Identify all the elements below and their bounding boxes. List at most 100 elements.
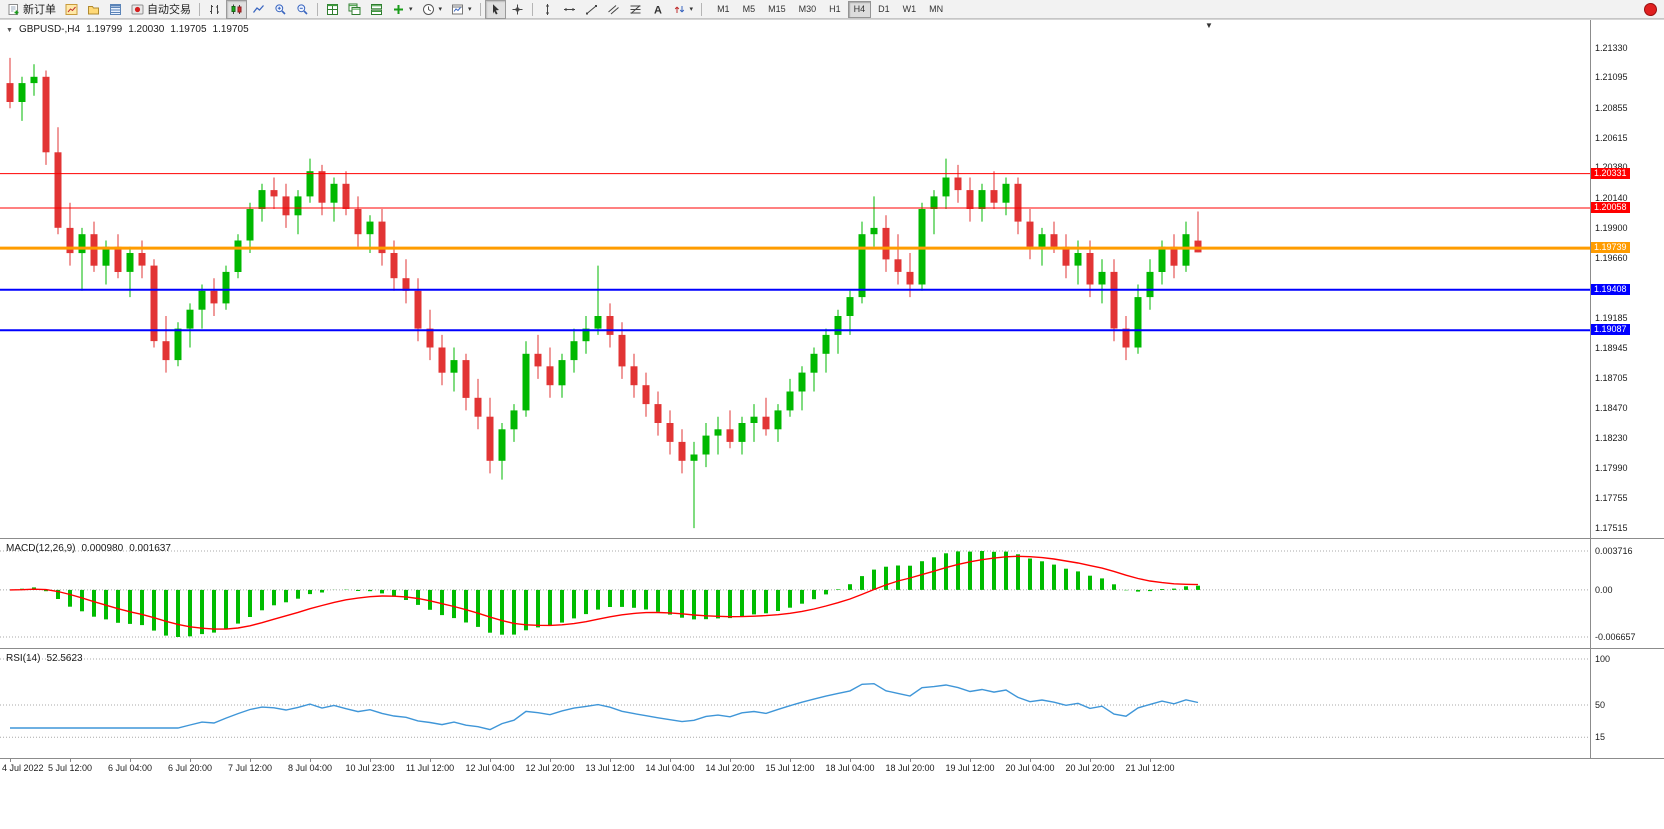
price-axis[interactable]: 1.21330 1.21095 1.20855 1.20615 1.20380 1.201… (1590, 20, 1664, 538)
time-axis-label: 20 Jul 20:00 (1065, 763, 1115, 773)
zoom-in-button[interactable] (270, 0, 291, 19)
channel-icon (607, 4, 619, 14)
rsi-panel: RSI(14) 52.5623 100 50 15 (0, 648, 1664, 758)
trendline-button[interactable] (581, 0, 602, 19)
time-axis-label: 15 Jul 12:00 (765, 763, 815, 773)
price-axis-label: 1.17990 (1595, 463, 1628, 474)
timeframe-button-m15[interactable]: M15 (768, 3, 786, 14)
zoom-out-button[interactable] (292, 0, 313, 19)
price-axis-label: 1.18945 (1595, 343, 1628, 354)
channel-button[interactable] (603, 0, 624, 19)
horizontal-line-button[interactable] (559, 0, 580, 19)
indicators-icon (394, 4, 403, 14)
time-tick (490, 759, 491, 762)
time-tick (10, 759, 11, 762)
timeframe-button-m1[interactable]: M1 (717, 3, 730, 14)
time-axis-label: 12 Jul 20:00 (525, 763, 575, 773)
rsi-axis-label: 15 (1595, 732, 1606, 743)
time-axis-label: 19 Jul 12:00 (945, 763, 995, 773)
time-axis[interactable]: 4 Jul 2022 5 Jul 12:00 6 Jul 04:00 6 Jul 20… (0, 758, 1664, 776)
cursor-icon (492, 3, 499, 15)
candlestick-chart[interactable] (0, 20, 1590, 539)
vertical-line-button[interactable] (537, 0, 558, 19)
time-axis-label: 12 Jul 04:00 (465, 763, 515, 773)
price-axis-label: 1.20380 (1595, 162, 1628, 172)
periods-button[interactable] (418, 0, 447, 19)
line-chart-icon (252, 4, 264, 13)
crosshair-button[interactable] (507, 0, 528, 19)
templates-button[interactable] (447, 0, 476, 19)
time-axis-label: 13 Jul 12:00 (585, 763, 635, 773)
timeframe-button-w1[interactable]: W1 (902, 3, 917, 14)
time-tick (1090, 759, 1091, 762)
timeframe-button-mn[interactable]: MN (929, 3, 944, 14)
price-axis-label: 1.18230 (1595, 433, 1628, 444)
autotrading-label: 自动交易 (147, 4, 191, 16)
macd-axis-label: 0.00 (1595, 584, 1613, 595)
chart-low: 1.19705 (170, 24, 207, 35)
crosshair-icon (512, 4, 523, 14)
price-axis-label: 1.19900 (1595, 222, 1628, 233)
autotrading-button[interactable]: 自动交易 (127, 0, 195, 19)
cascade-windows-button[interactable] (344, 0, 365, 19)
time-axis-label: 5 Jul 12:00 (47, 763, 93, 773)
chart-window-icon (65, 3, 78, 15)
line-chart-button[interactable] (248, 0, 269, 19)
macd-axis-label: 0.003716 (1595, 546, 1633, 556)
chart-shift-marker[interactable] (1205, 21, 1213, 30)
price-axis-label: 1.19660 (1595, 253, 1628, 264)
arrows-button[interactable] (669, 0, 698, 19)
new-order-icon (8, 3, 19, 15)
indicators-button[interactable] (388, 0, 417, 19)
bar-chart-button[interactable] (204, 0, 225, 19)
cursor-button[interactable] (484, 0, 506, 19)
chart-open: 1.19799 (86, 24, 123, 35)
price-axis-label: 1.17755 (1595, 492, 1628, 503)
arrange-windows-button[interactable] (366, 0, 387, 19)
time-axis-label: 8 Jul 04:00 (287, 763, 333, 773)
one-click-trading-toggle[interactable] (6, 24, 13, 35)
price-axis-label: 1.18470 (1595, 402, 1628, 413)
timeframe-button-h1[interactable]: H1 (829, 3, 841, 14)
time-tick (190, 759, 191, 762)
time-axis-label: 18 Jul 04:00 (825, 763, 875, 773)
time-tick (610, 759, 611, 762)
bar-chart-icon (210, 4, 219, 14)
time-tick (370, 759, 371, 762)
hline-price-tag: 1.20058 (1591, 201, 1630, 213)
timeframe-button-m5[interactable]: M5 (742, 3, 756, 14)
main-toolbar: 新订单 自动交易 A M1 M5 M15 M30 H1 H4 D1 W1 MN (0, 0, 1664, 19)
notification-badge[interactable] (1644, 2, 1657, 16)
timeframe-button-h4[interactable]: H4 (847, 0, 872, 18)
text-button[interactable]: A (647, 0, 668, 19)
market-watch-button[interactable] (105, 0, 126, 19)
time-axis-label: 7 Jul 12:00 (227, 763, 273, 773)
profiles-button[interactable] (83, 0, 104, 19)
rsi-axis[interactable]: 100 50 15 (1590, 649, 1664, 758)
time-tick (250, 759, 251, 762)
macd-axis[interactable]: 0.003716 0.00 -0.006657 (1590, 539, 1664, 648)
timeframe-button-m30[interactable]: M30 (798, 3, 817, 14)
hline-price-tag: 1.19739 (1591, 242, 1630, 254)
tile-windows-icon (327, 3, 338, 15)
zoom-in-icon (275, 3, 286, 15)
profiles-icon (88, 5, 99, 14)
time-axis-label: 10 Jul 23:00 (345, 763, 395, 773)
time-tick (430, 759, 431, 762)
time-tick (670, 759, 671, 762)
macd-plot[interactable] (0, 539, 1590, 649)
candlestick-chart-button[interactable] (226, 0, 247, 19)
vertical-line-icon (545, 3, 549, 15)
rsi-title: RSI(14) 52.5623 (6, 653, 83, 664)
new-order-button[interactable]: 新订单 (3, 0, 60, 19)
toolbar-separator (531, 2, 533, 16)
price-axis-label: 1.18705 (1595, 373, 1628, 384)
chart-window-button[interactable] (61, 0, 82, 19)
rsi-plot[interactable] (0, 649, 1590, 759)
tile-windows-button[interactable] (322, 0, 343, 19)
fibonacci-button[interactable] (625, 0, 646, 19)
time-tick (130, 759, 131, 762)
price-axis-label: 1.20140 (1595, 192, 1628, 203)
timeframe-button-d1[interactable]: D1 (878, 3, 890, 14)
